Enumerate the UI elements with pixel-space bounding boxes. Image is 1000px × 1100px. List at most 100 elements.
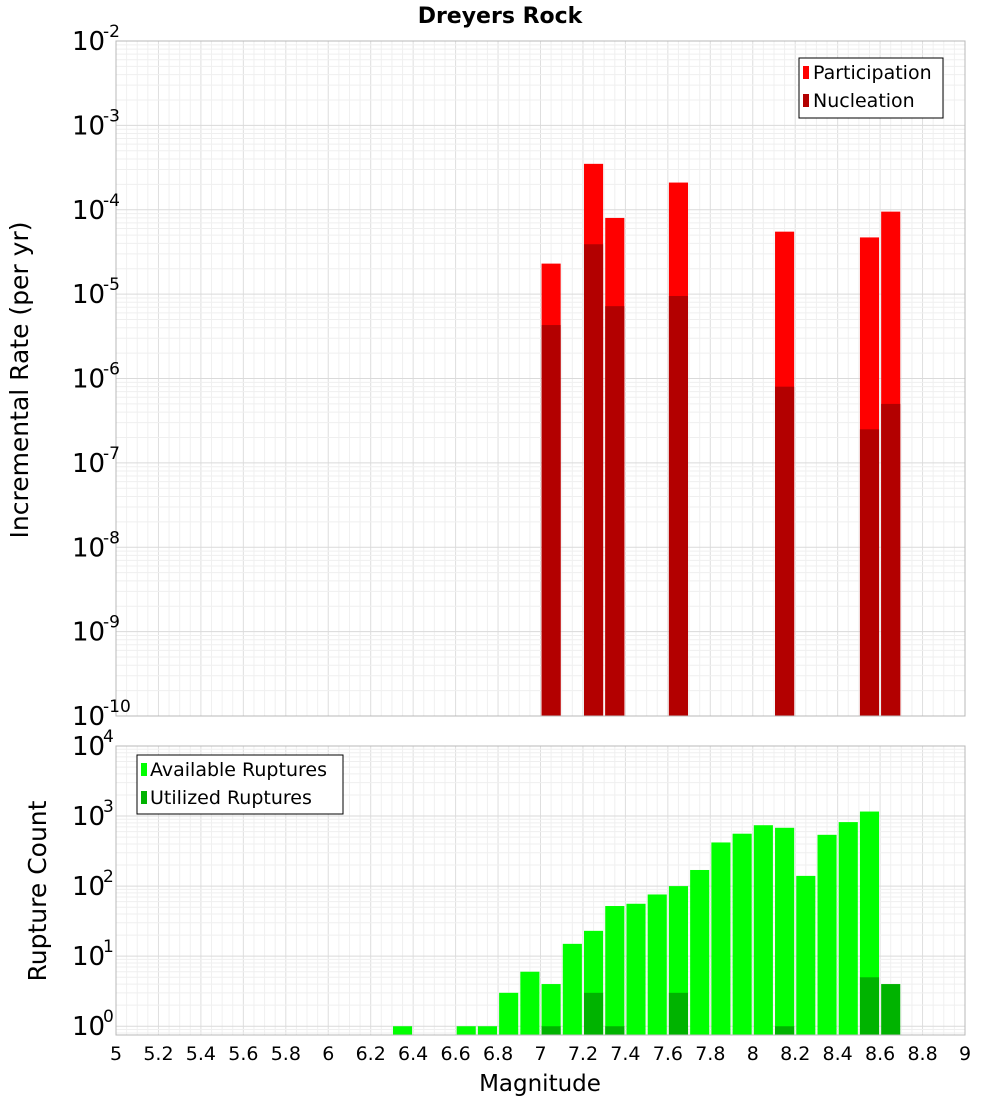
y-tick-base: 10 bbox=[72, 702, 105, 732]
utilized-ruptures-legend-swatch bbox=[141, 791, 147, 804]
bar-nucleation bbox=[584, 244, 604, 717]
bar-utilized-ruptures bbox=[775, 1026, 795, 1035]
y-tick-base: 10 bbox=[72, 533, 105, 563]
bar-available-ruptures bbox=[392, 1026, 413, 1035]
y-tick-base: 10 bbox=[72, 1012, 105, 1042]
y-tick-exponent: 2 bbox=[103, 867, 114, 887]
y-tick-exponent: -6 bbox=[103, 360, 120, 380]
top-legend: Participation Nucleation bbox=[798, 57, 944, 119]
y-tick-exponent: 4 bbox=[103, 727, 114, 747]
x-tick-label: 6.2 bbox=[356, 1043, 386, 1065]
participation-legend-swatch bbox=[803, 66, 809, 79]
y-tick-exponent: 0 bbox=[103, 1007, 114, 1027]
bar-utilized-ruptures bbox=[541, 1026, 561, 1035]
bar-utilized-ruptures bbox=[584, 992, 604, 1035]
y-tick-base: 10 bbox=[72, 449, 105, 479]
y-tick-base: 10 bbox=[72, 365, 105, 395]
bar-available-ruptures bbox=[647, 894, 667, 1035]
bar-available-ruptures bbox=[562, 943, 582, 1035]
y-tick-exponent: 3 bbox=[103, 797, 114, 817]
top-legend-box bbox=[798, 57, 944, 119]
x-tick-label: 8.6 bbox=[865, 1043, 895, 1065]
bar-available-ruptures bbox=[456, 1026, 476, 1035]
bottom-panel-bars bbox=[392, 811, 901, 1035]
y-tick-exponent: -3 bbox=[103, 106, 120, 126]
bar-available-ruptures bbox=[817, 834, 837, 1035]
bar-utilized-ruptures bbox=[605, 1026, 625, 1035]
bar-available-ruptures bbox=[711, 842, 731, 1035]
bar-utilized-ruptures bbox=[881, 984, 901, 1035]
x-tick-label: 5.6 bbox=[228, 1043, 258, 1065]
chart-title: Dreyers Rock bbox=[418, 4, 584, 29]
x-tick-label: 7 bbox=[534, 1043, 546, 1065]
bar-available-ruptures bbox=[477, 1026, 497, 1035]
y-tick-exponent: -7 bbox=[103, 444, 120, 464]
x-tick-label: 9 bbox=[959, 1043, 971, 1065]
y-tick-exponent: -10 bbox=[103, 697, 131, 717]
bar-available-ruptures bbox=[626, 903, 646, 1035]
y-tick-exponent: -5 bbox=[103, 275, 120, 295]
bottom-y-axis-label: Rupture Count bbox=[23, 800, 52, 981]
y-tick-exponent: -2 bbox=[103, 22, 120, 42]
bar-available-ruptures bbox=[605, 906, 625, 1035]
y-tick-base: 10 bbox=[72, 872, 105, 902]
x-tick-label: 7.6 bbox=[653, 1043, 683, 1065]
x-tick-label: 6.6 bbox=[440, 1043, 470, 1065]
y-tick-base: 10 bbox=[72, 942, 105, 972]
bar-available-ruptures bbox=[499, 992, 519, 1035]
y-tick-base: 10 bbox=[72, 196, 105, 226]
utilized-ruptures-legend-label: Utilized Ruptures bbox=[150, 787, 312, 809]
bar-nucleation bbox=[881, 403, 901, 716]
x-tick-label: 7.4 bbox=[610, 1043, 640, 1065]
y-tick-base: 10 bbox=[72, 802, 105, 832]
bottom-panel-frame bbox=[115, 745, 966, 1036]
top-panel-frame bbox=[115, 40, 966, 717]
bar-available-ruptures bbox=[838, 822, 858, 1035]
y-tick-base: 10 bbox=[72, 618, 105, 648]
bar-utilized-ruptures bbox=[859, 977, 880, 1035]
y-tick-base: 10 bbox=[72, 27, 105, 57]
bar-available-ruptures bbox=[753, 825, 773, 1035]
y-tick-exponent: -4 bbox=[103, 191, 120, 211]
nucleation-legend-swatch bbox=[803, 94, 809, 107]
x-tick-label: 5.2 bbox=[143, 1043, 173, 1065]
bar-available-ruptures bbox=[775, 827, 795, 1035]
y-tick-base: 10 bbox=[72, 280, 105, 310]
x-tick-label: 8.8 bbox=[907, 1043, 937, 1065]
bar-available-ruptures bbox=[796, 875, 816, 1035]
bar-available-ruptures bbox=[520, 971, 540, 1035]
top-panel-bars bbox=[541, 163, 901, 717]
x-tick-label: 7.8 bbox=[695, 1043, 725, 1065]
x-axis-ticks: 5 5.2 5.4 5.6 5.8 6 6.2 6.4 6.6 6.8 7 7.2 7.4 7.6 7.8 8… bbox=[110, 1043, 971, 1065]
x-tick-label: 8.4 bbox=[823, 1043, 853, 1065]
bar-nucleation bbox=[775, 386, 795, 716]
available-ruptures-legend-label: Available Ruptures bbox=[150, 759, 327, 781]
nucleation-legend-label: Nucleation bbox=[813, 90, 915, 112]
bar-utilized-ruptures bbox=[668, 992, 689, 1035]
y-tick-exponent: -9 bbox=[103, 613, 120, 633]
x-tick-label: 5.4 bbox=[186, 1043, 216, 1065]
y-tick-exponent: 1 bbox=[103, 937, 114, 957]
x-tick-label: 5.8 bbox=[271, 1043, 301, 1065]
bar-nucleation bbox=[541, 325, 561, 716]
bar-nucleation bbox=[605, 306, 625, 716]
top-y-axis-label: Incremental Rate (per yr) bbox=[5, 222, 34, 539]
x-axis-label: Magnitude bbox=[479, 1071, 601, 1097]
top-panel-grid bbox=[115, 40, 966, 717]
x-tick-label: 7.2 bbox=[568, 1043, 598, 1065]
bar-nucleation bbox=[859, 429, 880, 716]
x-tick-label: 5 bbox=[110, 1043, 122, 1065]
bar-available-ruptures bbox=[690, 869, 710, 1035]
x-tick-label: 6.4 bbox=[398, 1043, 428, 1065]
x-tick-label: 6 bbox=[322, 1043, 334, 1065]
x-tick-label: 8.2 bbox=[780, 1043, 810, 1065]
bottom-legend-box bbox=[136, 754, 344, 815]
available-ruptures-legend-swatch bbox=[141, 763, 147, 776]
bottom-legend: Available Ruptures Utilized Ruptures bbox=[136, 754, 344, 815]
bar-available-ruptures bbox=[732, 833, 752, 1035]
x-tick-label: 8 bbox=[747, 1043, 759, 1065]
x-tick-label: 6.8 bbox=[483, 1043, 513, 1065]
y-tick-base: 10 bbox=[72, 111, 105, 141]
